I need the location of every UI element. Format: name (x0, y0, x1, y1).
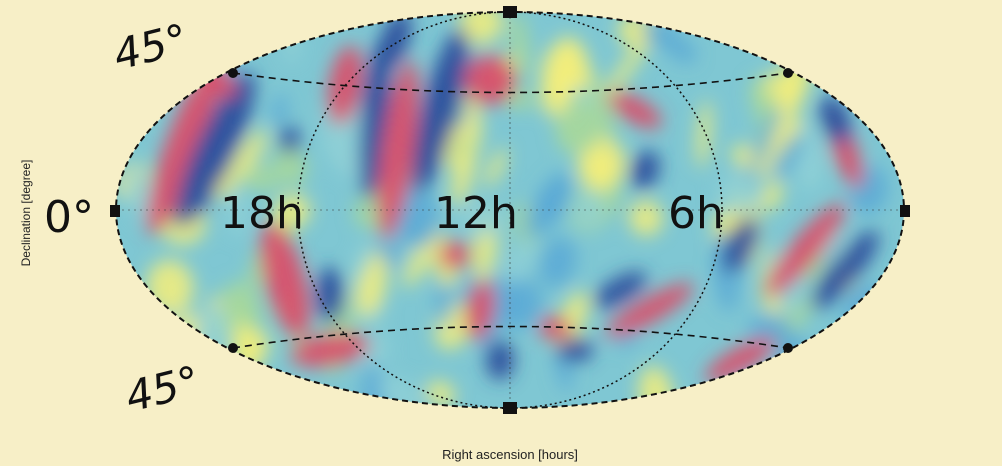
fluctuation-streak (465, 280, 495, 340)
declination-label-north: 45° (109, 14, 193, 80)
fluctuation-streak (630, 150, 660, 190)
equator-marker-right (900, 205, 910, 217)
fluctuation-blob (504, 238, 537, 284)
fluctuation-streak (811, 230, 879, 310)
fluctuation-blob (560, 97, 598, 153)
fluctuation-streak (608, 91, 662, 129)
fluctuation-streak (764, 203, 846, 297)
fluctuation-streak (146, 65, 218, 235)
pole-marker-top (503, 6, 517, 18)
y-axis-label: Declination [degree] (19, 159, 33, 267)
fluctuation-streak (378, 12, 412, 69)
fluctuation-streak (539, 316, 571, 340)
fluctuation-blob (228, 190, 250, 238)
fluctuation-blob (127, 332, 149, 366)
fluctuation-blob (696, 100, 712, 168)
fluctuation-blob (604, 36, 650, 98)
fluctuation-blob (579, 149, 621, 183)
declination-label-equator: 0° (44, 192, 94, 243)
lat-marker-sw (228, 343, 238, 353)
fluctuation-blob (715, 174, 759, 214)
fluctuation-streak (593, 271, 647, 309)
fluctuation-streak (316, 267, 344, 323)
equator-marker-left (110, 205, 120, 217)
declination-label-south: 45° (121, 356, 205, 422)
fluctuation-streak (260, 221, 310, 339)
pole-marker-bottom (503, 402, 517, 414)
fluctuation-blob (538, 237, 577, 288)
fluctuation-blob (451, 146, 475, 207)
fluctuation-blob (667, 37, 697, 64)
fluctuation-blob (846, 36, 861, 80)
fluctuation-streak (704, 337, 776, 383)
fluctuation-streak (819, 96, 851, 144)
fluctuation-blob (856, 312, 882, 371)
fluctuation-blob (734, 372, 767, 405)
lat-marker-se (783, 343, 793, 353)
fluctuation-streak (290, 332, 370, 368)
fluctuation-blob (576, 191, 603, 228)
fluctuation-streak (722, 217, 758, 273)
fluctuation-blob (273, 194, 311, 228)
fluctuation-blob (864, 87, 889, 110)
ra-label-18h: 18h (220, 188, 304, 239)
fluctuation-streak (439, 241, 471, 269)
fluctuation-blob (832, 18, 878, 80)
fluctuation-blob (761, 180, 783, 212)
fluctuation-blob (116, 88, 146, 121)
fluctuation-blob (747, 106, 780, 181)
fluctuation-blob (484, 148, 507, 188)
fluctuation-pattern (116, 12, 904, 408)
fluctuation-blob (329, 121, 370, 176)
fluctuation-streak (411, 27, 469, 193)
latitude-line-south (232, 325, 789, 349)
fluctuation-streak (377, 60, 419, 240)
fluctuation-blob (125, 165, 154, 223)
fluctuation-blob (426, 380, 456, 408)
fluctuation-streak (606, 282, 694, 338)
fluctuation-streak (486, 340, 514, 380)
fluctuation-streak (174, 72, 256, 228)
fluctuation-streak (280, 126, 300, 154)
ra-label-6h: 6h (668, 188, 724, 239)
fluctuation-blob (243, 165, 281, 193)
fluctuation-blob (460, 203, 506, 236)
ra-label-12h: 12h (434, 188, 518, 239)
fluctuation-streak (557, 338, 593, 362)
fluctuation-blob (867, 363, 904, 407)
fluctuation-blob (271, 94, 288, 126)
fluctuation-blob (541, 71, 570, 117)
fluctuation-blob (459, 12, 504, 45)
fluctuation-blob (350, 237, 374, 284)
fluctuation-blob (227, 129, 268, 185)
fluctuation-blob (628, 199, 664, 237)
fluctuation-blob (525, 173, 572, 238)
fluctuation-blob (772, 132, 805, 180)
fluctuation-blob (272, 144, 308, 187)
lat-marker-ne (783, 68, 793, 78)
x-axis-label: Right ascension [hours] (442, 447, 578, 462)
lat-marker-nw (228, 68, 238, 78)
fluctuation-streak (464, 55, 516, 105)
